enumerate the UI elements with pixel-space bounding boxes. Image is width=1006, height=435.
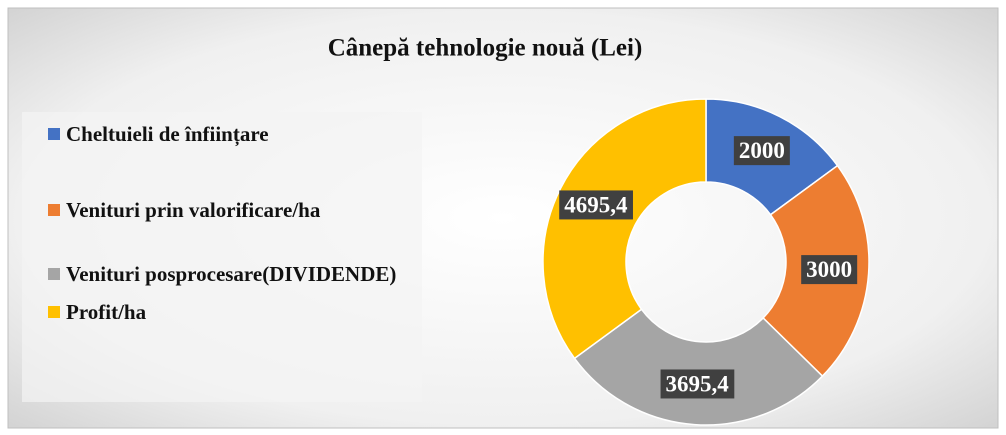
legend-label: Venituri prin valorificare/ha [66, 198, 321, 222]
data-label: 4695,4 [564, 192, 628, 217]
legend-item: Venituri prin valorificare/ha [48, 192, 408, 228]
legend-box [22, 112, 422, 402]
data-label: 3000 [806, 257, 852, 282]
data-label: 2000 [739, 138, 785, 163]
legend-label: Venituri posprocesare(DIVIDENDE) [66, 262, 397, 286]
chart-title: Cânepă tehnologie nouă (Lei) [328, 35, 643, 62]
data-label-box [660, 369, 735, 399]
legend-swatch [48, 204, 60, 216]
donut-slice [573, 308, 824, 426]
legend-swatch [48, 128, 60, 140]
legend-label: Cheltuieli de înființare [66, 122, 269, 146]
legend-item: Venituri posprocesare(DIVIDENDE) [48, 256, 408, 292]
legend-label: Profit/ha [66, 300, 147, 324]
legend-item: Profit/ha [48, 294, 408, 330]
legend-swatch [48, 306, 60, 318]
legend: Cheltuieli de înființare Venituri prin va… [48, 112, 408, 330]
data-label-box [559, 190, 633, 220]
data-label: 3695,4 [666, 371, 730, 396]
data-label-box [733, 136, 790, 166]
data-label-box [801, 255, 858, 285]
legend-swatch [48, 268, 60, 280]
legend-item: Cheltuieli de înființare [48, 116, 408, 152]
donut-slice [542, 98, 707, 360]
